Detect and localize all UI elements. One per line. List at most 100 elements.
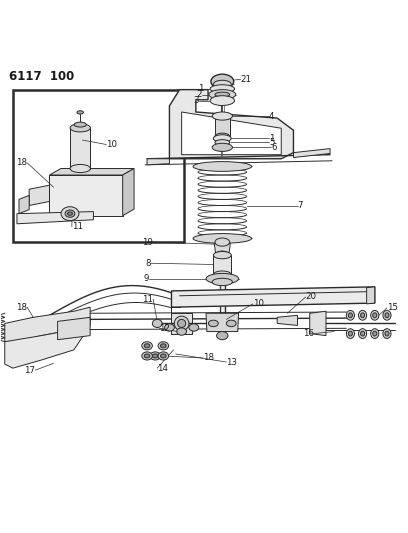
Text: 14: 14 — [157, 364, 168, 373]
Ellipse shape — [217, 332, 228, 340]
Ellipse shape — [174, 316, 189, 331]
Text: 21: 21 — [241, 75, 252, 84]
Text: 16: 16 — [303, 329, 314, 338]
Polygon shape — [206, 313, 239, 332]
Polygon shape — [58, 317, 90, 340]
Ellipse shape — [160, 344, 166, 348]
Ellipse shape — [142, 342, 152, 350]
Ellipse shape — [348, 331, 353, 336]
Text: 20: 20 — [306, 293, 317, 302]
Text: 5: 5 — [269, 138, 275, 147]
Polygon shape — [310, 311, 326, 336]
Ellipse shape — [361, 313, 365, 318]
Text: 13: 13 — [226, 358, 237, 367]
Ellipse shape — [152, 319, 162, 327]
Ellipse shape — [144, 344, 150, 348]
Ellipse shape — [215, 133, 230, 140]
Ellipse shape — [211, 74, 234, 89]
Ellipse shape — [150, 352, 160, 360]
Ellipse shape — [144, 354, 150, 358]
Ellipse shape — [361, 331, 365, 336]
Ellipse shape — [385, 313, 389, 318]
Text: 1: 1 — [269, 134, 275, 143]
Polygon shape — [5, 326, 90, 368]
Ellipse shape — [371, 329, 379, 338]
Polygon shape — [147, 159, 169, 165]
Ellipse shape — [226, 320, 236, 327]
Ellipse shape — [193, 161, 252, 171]
Ellipse shape — [158, 352, 169, 360]
Ellipse shape — [193, 233, 252, 244]
Ellipse shape — [70, 124, 91, 132]
Ellipse shape — [65, 210, 75, 217]
Text: 9: 9 — [144, 274, 149, 283]
Text: 17: 17 — [24, 366, 35, 375]
Text: 18: 18 — [203, 353, 214, 362]
Text: 6117  100: 6117 100 — [9, 70, 74, 83]
Ellipse shape — [216, 251, 229, 257]
Text: 19: 19 — [142, 238, 153, 247]
Text: 8: 8 — [146, 259, 151, 268]
Ellipse shape — [206, 273, 239, 284]
Ellipse shape — [160, 354, 166, 358]
Ellipse shape — [177, 319, 186, 327]
Text: 10: 10 — [253, 300, 264, 309]
Polygon shape — [17, 212, 93, 224]
Text: 10: 10 — [106, 140, 118, 149]
Ellipse shape — [70, 165, 91, 173]
Ellipse shape — [373, 313, 377, 318]
Ellipse shape — [158, 342, 169, 350]
Ellipse shape — [210, 85, 235, 93]
Polygon shape — [70, 128, 91, 168]
Ellipse shape — [373, 331, 377, 336]
Ellipse shape — [383, 329, 391, 338]
Ellipse shape — [189, 324, 199, 331]
Ellipse shape — [213, 271, 231, 278]
Polygon shape — [367, 287, 375, 304]
Text: 11: 11 — [72, 222, 83, 231]
Ellipse shape — [208, 320, 218, 327]
Ellipse shape — [346, 329, 355, 338]
Ellipse shape — [74, 122, 86, 127]
Text: 18: 18 — [16, 303, 27, 312]
Ellipse shape — [209, 90, 236, 99]
Polygon shape — [213, 255, 231, 274]
Ellipse shape — [142, 352, 152, 360]
Ellipse shape — [359, 310, 367, 320]
Polygon shape — [49, 175, 123, 216]
Ellipse shape — [77, 111, 84, 114]
Text: 1: 1 — [199, 84, 204, 93]
Polygon shape — [171, 287, 375, 307]
Ellipse shape — [215, 238, 230, 246]
Ellipse shape — [215, 140, 230, 146]
Ellipse shape — [177, 328, 186, 335]
Polygon shape — [169, 90, 293, 159]
Polygon shape — [123, 168, 134, 216]
Ellipse shape — [371, 310, 379, 320]
Ellipse shape — [385, 331, 389, 336]
Ellipse shape — [210, 96, 235, 106]
Polygon shape — [49, 168, 134, 175]
Ellipse shape — [68, 212, 73, 215]
Polygon shape — [5, 307, 90, 342]
Ellipse shape — [215, 92, 230, 97]
Text: 4: 4 — [269, 111, 275, 120]
Ellipse shape — [164, 324, 174, 331]
Text: 6: 6 — [271, 143, 277, 152]
Text: 3: 3 — [194, 96, 199, 105]
Ellipse shape — [213, 252, 231, 259]
Polygon shape — [277, 316, 297, 326]
Ellipse shape — [212, 143, 233, 151]
Ellipse shape — [346, 310, 355, 320]
Ellipse shape — [213, 135, 231, 142]
Ellipse shape — [212, 278, 233, 286]
Ellipse shape — [61, 207, 79, 221]
Ellipse shape — [348, 313, 353, 318]
Bar — [13, 90, 184, 242]
Text: 11: 11 — [142, 295, 153, 303]
Polygon shape — [171, 313, 192, 334]
Text: 2: 2 — [197, 90, 202, 99]
Polygon shape — [293, 149, 330, 158]
Text: 12: 12 — [159, 324, 170, 333]
Polygon shape — [19, 195, 29, 214]
